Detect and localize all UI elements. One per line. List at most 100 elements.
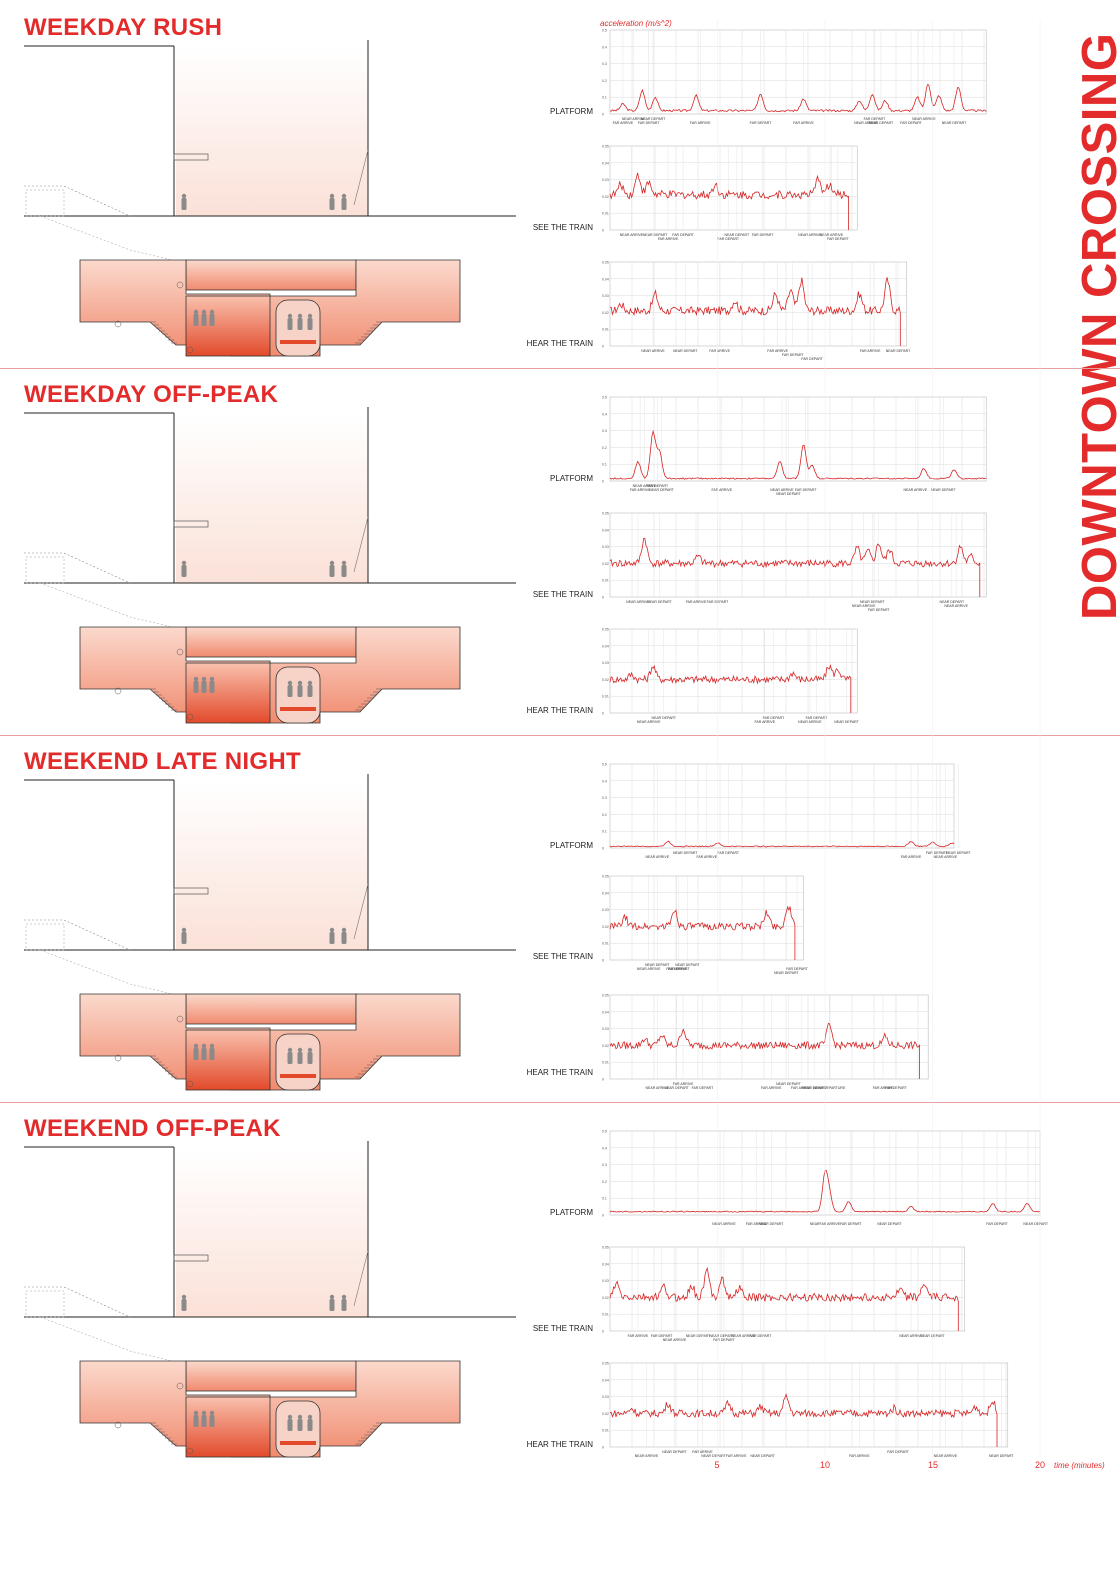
- y-tick-label: 0.01: [602, 695, 609, 699]
- person-body: [201, 1415, 207, 1427]
- person-body: [201, 1048, 207, 1060]
- person-head: [209, 676, 215, 682]
- y-tick-label: 0.04: [602, 161, 609, 165]
- event-label: FAR ARRIVE: [613, 121, 634, 125]
- event-label: FAR DEPART: [801, 357, 824, 361]
- event-label: NEAR DEPART: [877, 1222, 902, 1226]
- marker: [186, 1447, 194, 1455]
- y-tick-label: 0.3: [602, 62, 607, 66]
- event-label: NEAR ARRIVE: [732, 1334, 756, 1338]
- person-body: [209, 1048, 215, 1060]
- section-divider: [0, 368, 1120, 369]
- person-body: [329, 565, 335, 577]
- series-line: [609, 172, 849, 230]
- person-body: [341, 565, 347, 577]
- y-tick-label: 0.3: [602, 1163, 607, 1167]
- person-body: [181, 1299, 187, 1311]
- event-label: FAR ARRIVE: [696, 855, 717, 859]
- y-tick-label: 0: [602, 1330, 604, 1334]
- series-line: [609, 84, 987, 113]
- event-label: NEAR DEPART: [686, 1334, 711, 1338]
- event-label: FAR DEPART: [750, 1334, 773, 1338]
- person-head: [193, 676, 199, 682]
- person-head: [209, 309, 215, 315]
- escalator: [353, 516, 369, 573]
- event-label: NEAR DEPART: [649, 488, 674, 492]
- track: [280, 707, 316, 711]
- y-tick-label: 0.4: [602, 412, 607, 416]
- series-line: [609, 1266, 959, 1331]
- series-line: [609, 840, 955, 848]
- chart-label-see-the-train: SEE THE TRAIN: [532, 590, 593, 599]
- plot-frame: [609, 628, 858, 714]
- person-head: [181, 193, 187, 199]
- event-label: NEAR ARRIVE: [637, 720, 661, 724]
- upper-hall: [176, 48, 368, 216]
- event-label: NEAR DEPART: [750, 1454, 775, 1458]
- event-label: FAR ARRIVE: [754, 720, 775, 724]
- plot-frame: [609, 261, 908, 347]
- event-label: NEAR ARRIVE: [899, 1334, 923, 1338]
- event-label: FAR DEPART: [782, 353, 805, 357]
- y-tick-label: 0: [602, 480, 604, 484]
- event-label: FAR ARRIVE: [711, 488, 732, 492]
- plot-frame: [609, 396, 987, 482]
- person-head: [287, 1047, 293, 1053]
- chart-label-platform: PLATFORM: [550, 1208, 593, 1217]
- event-label: FAR ARRIVE: [849, 1454, 870, 1458]
- person-body: [193, 1415, 199, 1427]
- stair-dashed: [24, 919, 131, 951]
- marker: [186, 346, 194, 354]
- chart-label-platform: PLATFORM: [550, 841, 593, 850]
- y-tick-label: 0.02: [602, 925, 609, 929]
- event-label: FAR ARRIVE: [709, 349, 730, 353]
- person-head: [329, 193, 335, 199]
- event-label: FAR DEPART: [840, 1222, 863, 1226]
- person-body: [341, 932, 347, 944]
- person-head: [193, 309, 199, 315]
- marker: [176, 1015, 184, 1023]
- y-tick-label: 0: [602, 1078, 604, 1082]
- y-tick-label: 0.05: [602, 512, 609, 516]
- y-tick-label: 0.3: [602, 429, 607, 433]
- event-label: NEAR DEPART: [931, 488, 956, 492]
- y-tick-label: 0.01: [602, 1061, 609, 1065]
- person-body: [307, 1419, 313, 1431]
- y-tick-label: 0.04: [602, 1378, 609, 1382]
- stair-dashed: [24, 552, 131, 584]
- person-body: [307, 1052, 313, 1064]
- person-head: [201, 676, 207, 682]
- event-label: FAR ARRIVE: [628, 1334, 649, 1338]
- event-label: NEAR DEPART: [673, 851, 698, 855]
- event-label: NEAR DEPARTFAR ARRIVE: [701, 1454, 747, 1458]
- person-head: [307, 313, 313, 319]
- ledge: [173, 887, 209, 895]
- y-tick-label: 0: [602, 959, 604, 963]
- chart-label-hear-the-train: HEAR THE TRAIN: [526, 1440, 593, 1449]
- y-tick-label: 0: [602, 1214, 604, 1218]
- marker: [176, 281, 184, 289]
- stair-dashed: [24, 185, 131, 217]
- plot-frame: [609, 994, 929, 1080]
- plot-frame: [609, 763, 955, 849]
- y-tick-label: 0.05: [602, 875, 609, 879]
- event-label: NEAR DEPART: [869, 121, 894, 125]
- ledge: [173, 520, 209, 528]
- plot-frame: [609, 1246, 966, 1332]
- event-label: FAR ARRIVE: [666, 967, 687, 971]
- section-title-weekend-off-peak: WEEKEND OFF-PEAK: [24, 1115, 281, 1142]
- y-tick-label: 0.03: [602, 545, 609, 549]
- person-body: [341, 198, 347, 210]
- stair-dashed: [39, 215, 181, 263]
- person-body: [193, 1048, 199, 1060]
- person-body: [181, 565, 187, 577]
- y-tick-label: 0.1: [602, 830, 607, 834]
- x-axis-label: time (minutes): [1054, 1461, 1105, 1470]
- event-label: NEAR ARRIVE: [626, 600, 650, 604]
- station-section-drawing: [24, 1141, 516, 1458]
- event-label: FAR DEPART: [707, 600, 730, 604]
- event-label: FAR ARRIVE: [873, 1086, 894, 1090]
